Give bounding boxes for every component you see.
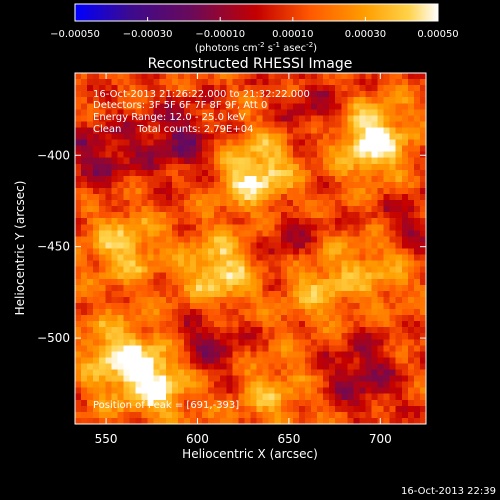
y-tick-label: −450 (37, 240, 70, 254)
colorbar (74, 3, 439, 22)
y-axis-label: Heliocentric Y (arcsec) (13, 181, 27, 316)
axis-ticks: 550 600 650 700 −500 −450 −400 (37, 73, 426, 446)
y-tick-label: −500 (37, 331, 70, 345)
colorbar-tick-label: 0.00030 (345, 29, 386, 40)
annotation-time-range: 16-Oct-2013 21:26:22.000 to 21:32:22.000 (93, 89, 310, 100)
colorbar-unit-label: (photons cm-2 s-1 asec-2) (195, 41, 317, 54)
annotation-energy-range: Energy Range: 12.0 - 25.0 keV (93, 112, 246, 123)
annotation-clean-counts: Clean Total counts: 2.79E+04 (93, 124, 253, 135)
footer-timestamp: 16-Oct-2013 22:39 (401, 486, 496, 497)
colorbar-tick-label: −0.00010 (195, 29, 245, 40)
colorbar-tick-label: −0.00050 (50, 29, 100, 40)
chart-title: Reconstructed RHESSI Image (148, 56, 353, 72)
annotation-detectors: Detectors: 3F 5F 6F 7F 8F 9F, Att 0 (93, 100, 267, 111)
colorbar-tick-label: −0.00030 (123, 29, 173, 40)
heatmap-image (75, 73, 426, 424)
colorbar-tick-label: 0.00050 (417, 29, 458, 40)
x-tick-label: 600 (186, 432, 209, 446)
colorbar-ticks: −0.00050 −0.00030 −0.00010 0.00010 0.00030 0.… (50, 17, 459, 40)
plot-frame (74, 72, 427, 425)
annotation-peak-position: Position of Peak = [691,-393] (93, 400, 239, 411)
x-tick-label: 700 (369, 432, 392, 446)
y-tick-label: −400 (37, 148, 70, 162)
x-tick-label: 550 (95, 432, 118, 446)
colorbar-tick-label: 0.00010 (272, 29, 313, 40)
x-axis-label: Heliocentric X (arcsec) (182, 447, 318, 461)
x-tick-label: 650 (277, 432, 300, 446)
